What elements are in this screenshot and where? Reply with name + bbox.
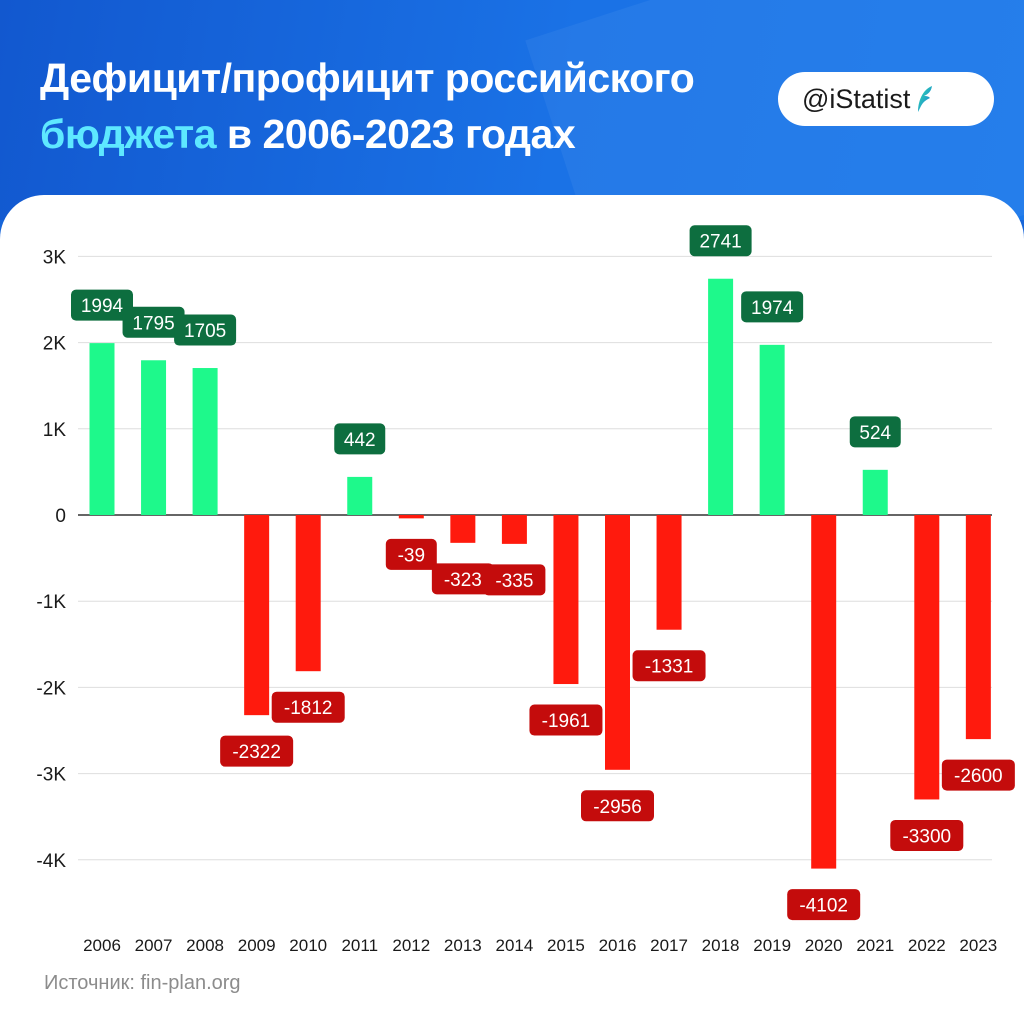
x-tick-label: 2012	[392, 936, 430, 955]
data-label-box	[122, 306, 185, 338]
data-label-box	[431, 563, 494, 595]
data-label: -2322	[232, 742, 281, 763]
bar	[192, 368, 218, 515]
bar	[811, 515, 837, 869]
x-tick-label: 2017	[650, 936, 688, 955]
y-tick-label: 3K	[43, 247, 67, 268]
data-label: 442	[344, 430, 376, 451]
data-label: 1974	[751, 298, 794, 319]
x-tick-label: 2008	[186, 936, 224, 955]
data-label: -2600	[954, 766, 1003, 787]
y-tick-label: -3K	[36, 765, 66, 786]
data-label-box	[174, 314, 237, 346]
data-label-box	[529, 704, 603, 736]
data-label-box	[890, 819, 964, 851]
x-tick-label: 2009	[238, 936, 276, 955]
x-tick-label: 2007	[135, 936, 173, 955]
x-tick-label: 2015	[547, 936, 585, 955]
data-label-box	[581, 790, 654, 822]
x-tick-label: 2021	[856, 936, 894, 955]
bar	[759, 344, 785, 515]
feather-logo-icon	[918, 86, 933, 112]
bar	[965, 515, 991, 740]
x-tick-label: 2011	[341, 936, 378, 955]
data-label-box	[689, 225, 752, 257]
x-tick-label: 2019	[753, 936, 791, 955]
data-label-box	[220, 735, 294, 767]
data-label-box	[334, 423, 386, 455]
page-title: Дефицит/профицит российского бюджета в 2…	[40, 50, 695, 162]
data-label-box	[385, 538, 437, 570]
data-label: -1961	[542, 711, 591, 732]
data-label: 2741	[699, 232, 741, 253]
bar	[244, 515, 270, 716]
x-tick-label: 2013	[444, 936, 482, 955]
x-tick-label: 2010	[289, 936, 327, 955]
data-label: 524	[859, 423, 891, 444]
bar	[605, 515, 630, 770]
y-tick-label: -1K	[36, 592, 66, 613]
data-label-box	[271, 691, 345, 723]
x-tick-label: 2016	[599, 936, 637, 955]
data-label: -2956	[593, 797, 642, 818]
data-label: -1331	[645, 657, 694, 678]
x-tick-label: 2006	[83, 936, 121, 955]
bar	[398, 515, 424, 519]
bar	[914, 515, 940, 800]
data-label-box	[941, 759, 1015, 791]
header-banner: Дефицит/профицит российского бюджета в 2…	[0, 0, 1024, 220]
data-label: -335	[495, 571, 533, 592]
data-label-box	[787, 889, 861, 921]
data-label: 1994	[81, 296, 124, 317]
bar	[553, 515, 579, 685]
data-label: -4102	[799, 896, 848, 917]
data-label-box	[632, 650, 706, 682]
title-line-1: Дефицит/профицит российского	[40, 55, 695, 101]
data-label-box	[483, 564, 546, 596]
data-label: -3300	[902, 826, 951, 847]
source-note: Источник: fin-plan.org	[44, 972, 241, 994]
y-tick-label: 2K	[43, 334, 67, 355]
y-tick-label: 1K	[43, 420, 67, 441]
title-highlight: бюджета	[40, 111, 217, 157]
bar	[295, 515, 321, 672]
y-tick-label: -2K	[36, 678, 66, 699]
data-label-box	[849, 416, 901, 448]
title-line-2: в 2006-2023 годах	[216, 111, 576, 157]
data-label: -1812	[284, 698, 333, 719]
data-label: -39	[398, 545, 425, 566]
data-label: 1795	[132, 313, 174, 334]
x-tick-label: 2018	[702, 936, 740, 955]
x-tick-label: 2020	[805, 936, 843, 955]
bar	[708, 278, 734, 515]
bar	[501, 515, 527, 544]
y-tick-label: -4K	[36, 851, 66, 872]
bar	[89, 343, 115, 515]
bar	[347, 476, 373, 515]
data-label: 1705	[184, 321, 226, 342]
data-label: -323	[444, 570, 482, 591]
istatist-badge[interactable]: @iStatist	[778, 72, 994, 126]
data-label-box	[741, 291, 804, 323]
x-tick-label: 2014	[495, 936, 533, 955]
x-tick-label: 2022	[908, 936, 946, 955]
badge-label: @iStatist	[802, 83, 911, 114]
data-label-box	[71, 289, 133, 321]
bar	[141, 360, 167, 515]
bar	[862, 469, 888, 515]
bar	[450, 515, 476, 543]
bar	[656, 515, 682, 630]
x-tick-label: 2023	[959, 936, 997, 955]
y-tick-label: 0	[55, 506, 66, 527]
